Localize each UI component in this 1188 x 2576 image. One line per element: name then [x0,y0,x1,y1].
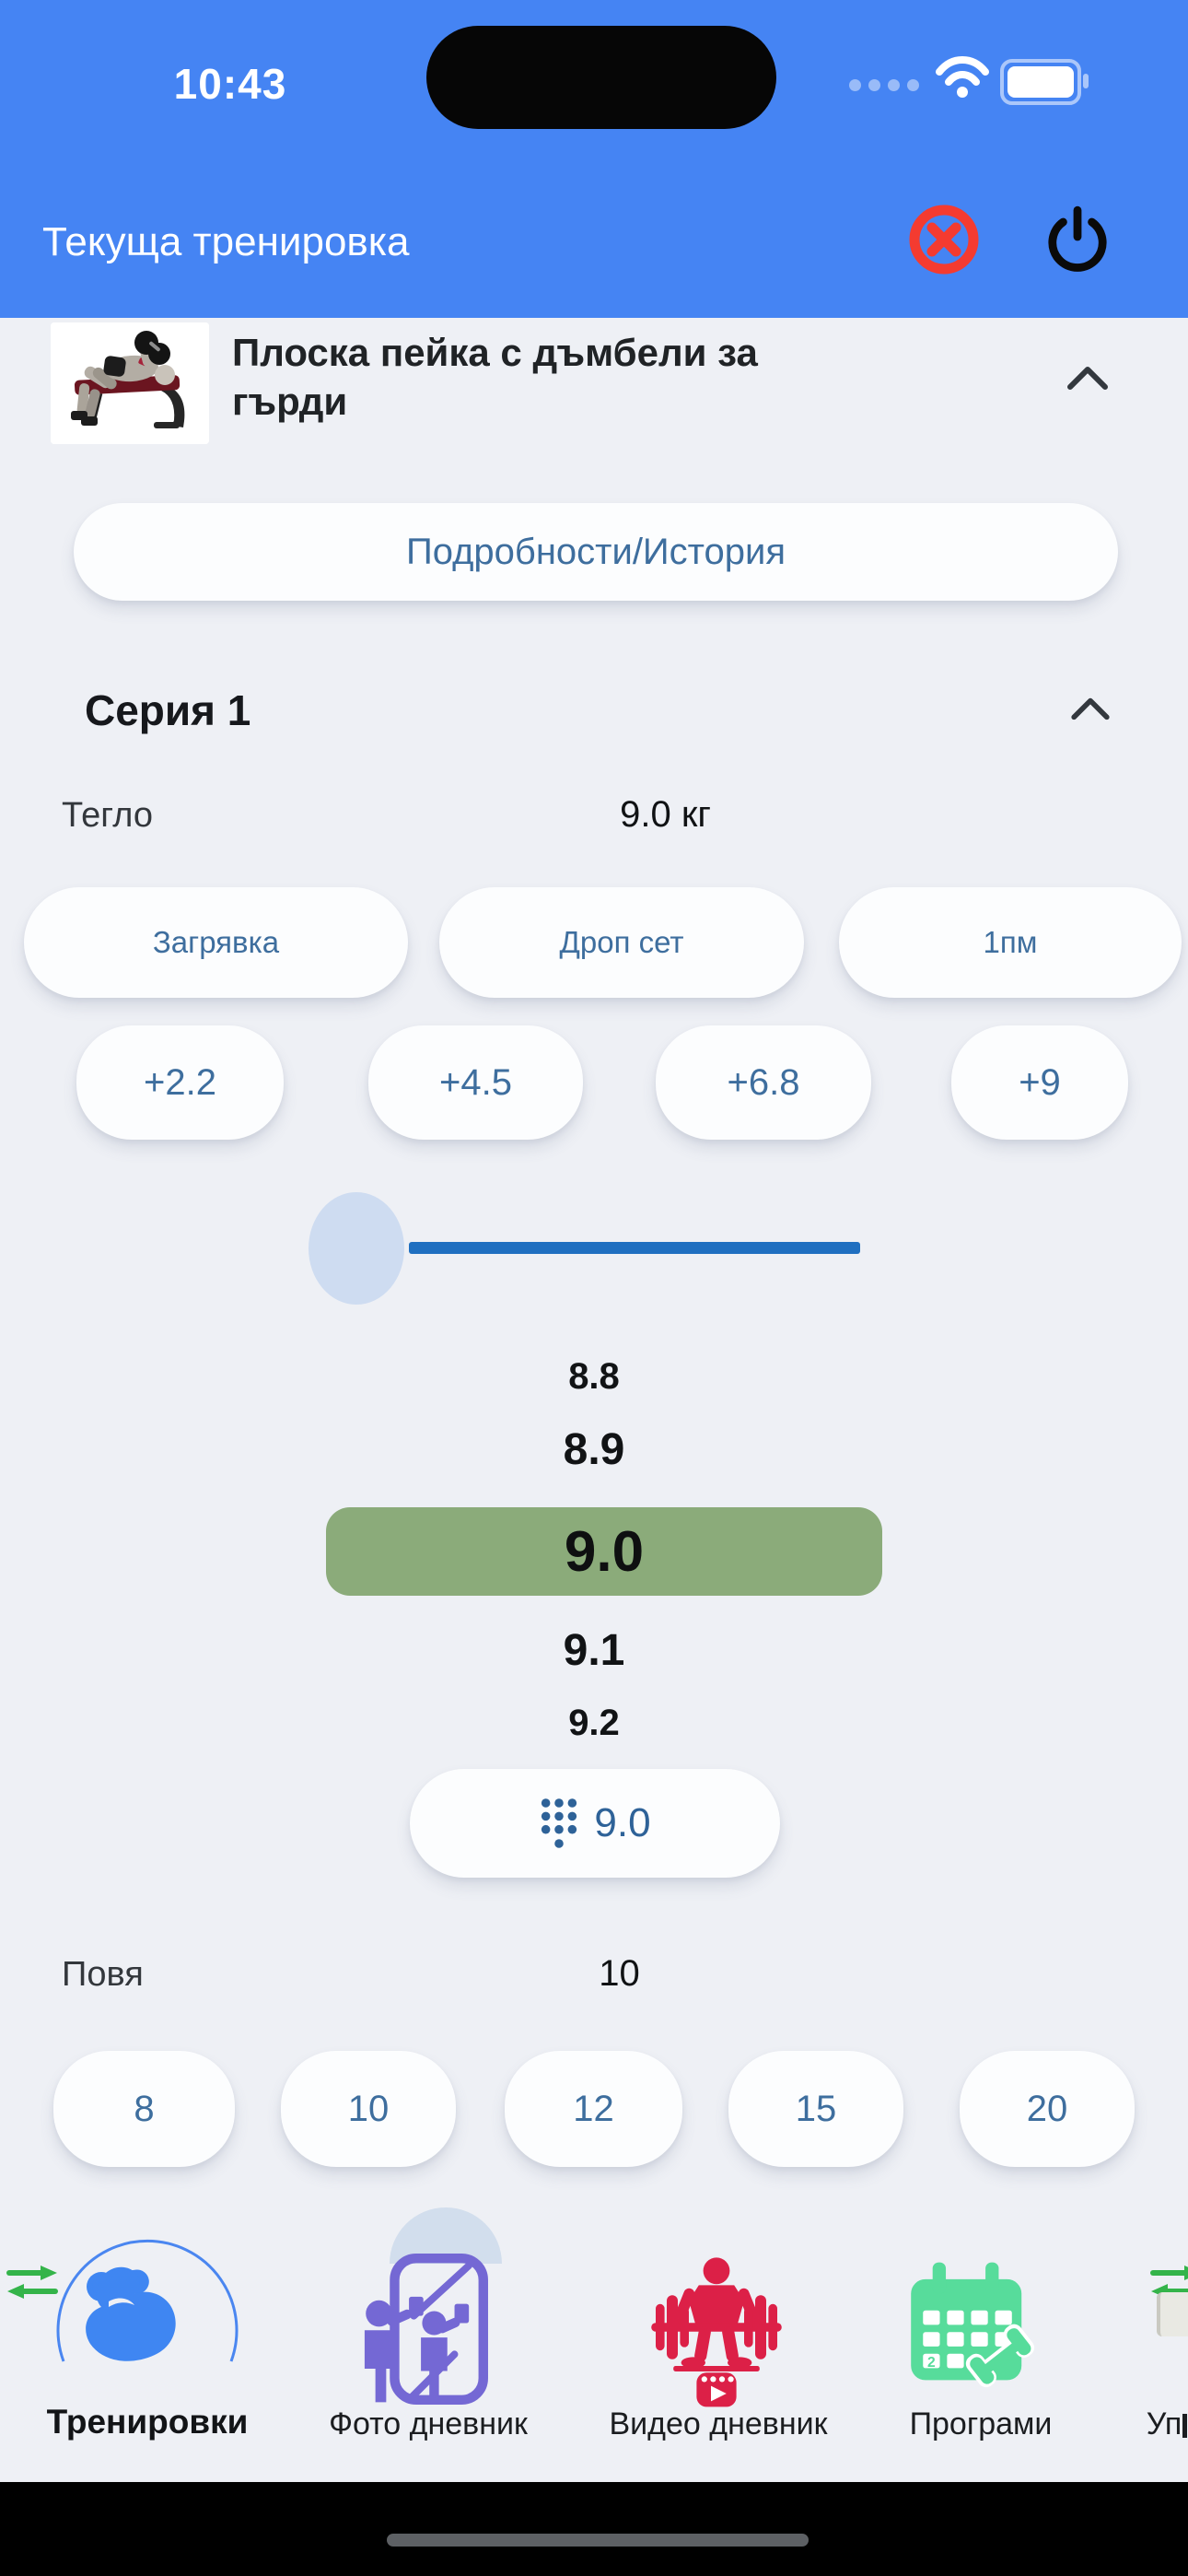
dropset-button[interactable]: Дроп сет [439,887,804,998]
manual-weight-entry-value: 9.0 [594,1800,651,1845]
picker-option[interactable]: 9.1 [563,1626,625,1675]
close-circle-icon[interactable] [908,204,980,275]
nav-label-video-diary: Видео дневник [609,2406,828,2441]
reps-label: Повя [62,1955,144,1994]
clipped-next-item-icon[interactable] [1157,2292,1188,2336]
dialpad-icon [542,1798,577,1848]
weight-slider-thumb[interactable] [309,1192,404,1305]
reps-button-10[interactable]: 10 [281,2051,456,2167]
picker-option-selected[interactable]: 9.0 [326,1507,882,1596]
reps-button-8[interactable]: 8 [53,2051,235,2167]
nav-label-partial[interactable]: Уп [1146,2406,1182,2441]
bottom-system-bar [0,2482,1188,2576]
reps-button-20[interactable]: 20 [960,2051,1135,2167]
reps-button-15[interactable]: 15 [728,2051,903,2167]
nav-label-workouts: Тренировки [46,2403,249,2441]
dynamic-island [426,26,776,129]
reps-button-label: 8 [134,2088,155,2129]
increment-button-4-5[interactable]: +4.5 [368,1025,583,1140]
nav-label-photo-diary: Фото дневник [329,2406,528,2441]
page-title: Текуща тренировка [42,219,410,264]
reps-button-label: 20 [1026,2088,1068,2129]
exercise-title: Плоска пейка с дъмбели за гърди [232,331,758,423]
nav-label-programs: Програми [909,2406,1053,2441]
warmup-label: Загрявка [152,925,280,959]
flat-bench-dumbbell-illustration [51,322,209,444]
bicep-icon [56,2239,239,2362]
reps-button-label: 10 [347,2088,390,2129]
increment-button-6-8[interactable]: +6.8 [656,1025,871,1140]
swap-arrows-icon[interactable] [6,2263,59,2301]
dropset-label: Дроп сет [559,925,684,959]
details-history-button[interactable]: Подробности/История [74,503,1118,601]
onerm-button[interactable]: 1пм [839,887,1182,998]
reps-button-label: 15 [795,2088,837,2129]
increment-label: +4.5 [439,1061,512,1103]
increment-label: +6.8 [727,1061,800,1103]
wifi-icon [936,55,989,98]
warmup-button[interactable]: Загрявка [24,887,408,998]
video-diary-icon [651,2257,782,2407]
increment-label: +9 [1019,1061,1061,1103]
calendar-day-number: 2 [927,2355,936,2371]
picker-option[interactable]: 9.2 [568,1703,620,1743]
clipped-letter-fragment [1182,2414,1187,2438]
picker-option[interactable]: 8.9 [563,1425,625,1474]
home-indicator[interactable] [387,2534,809,2547]
reps-button-12[interactable]: 12 [505,2051,682,2167]
onerm-label: 1пм [983,925,1038,959]
battery-icon [1000,59,1089,105]
status-time: 10:43 [173,60,287,108]
chevron-up-icon[interactable] [1068,695,1112,722]
chevron-up-icon[interactable] [1065,363,1111,392]
increment-label: +2.2 [144,1061,216,1103]
reps-value: 10 [599,1953,640,1994]
exercise-thumbnail[interactable] [51,322,209,444]
calendar-dumbbell-icon: 2 [911,2262,1035,2388]
set-title: Серия 1 [85,686,251,734]
increment-button-2-2[interactable]: +2.2 [76,1025,284,1140]
weight-slider-track[interactable] [409,1242,860,1254]
picker-selected-value: 9.0 [564,1519,645,1584]
nav-item-photo-diary[interactable] [357,2254,492,2405]
reps-button-label: 12 [573,2088,614,2129]
manual-weight-entry-button[interactable]: 9.0 [410,1769,780,1878]
details-history-label: Подробности/История [405,531,786,572]
nav-item-video-diary[interactable] [635,2255,798,2410]
weight-value: 9.0 кг [620,794,711,835]
cellular-dots-icon [849,79,919,91]
nav-item-workouts[interactable] [55,2239,239,2423]
power-icon[interactable] [1041,200,1114,277]
photo-diary-icon [364,2254,488,2405]
increment-button-9[interactable]: +9 [951,1025,1128,1140]
weight-label: Тегло [62,796,153,835]
nav-item-programs[interactable]: 2 [906,2259,1044,2399]
picker-option[interactable]: 8.8 [568,1356,620,1397]
